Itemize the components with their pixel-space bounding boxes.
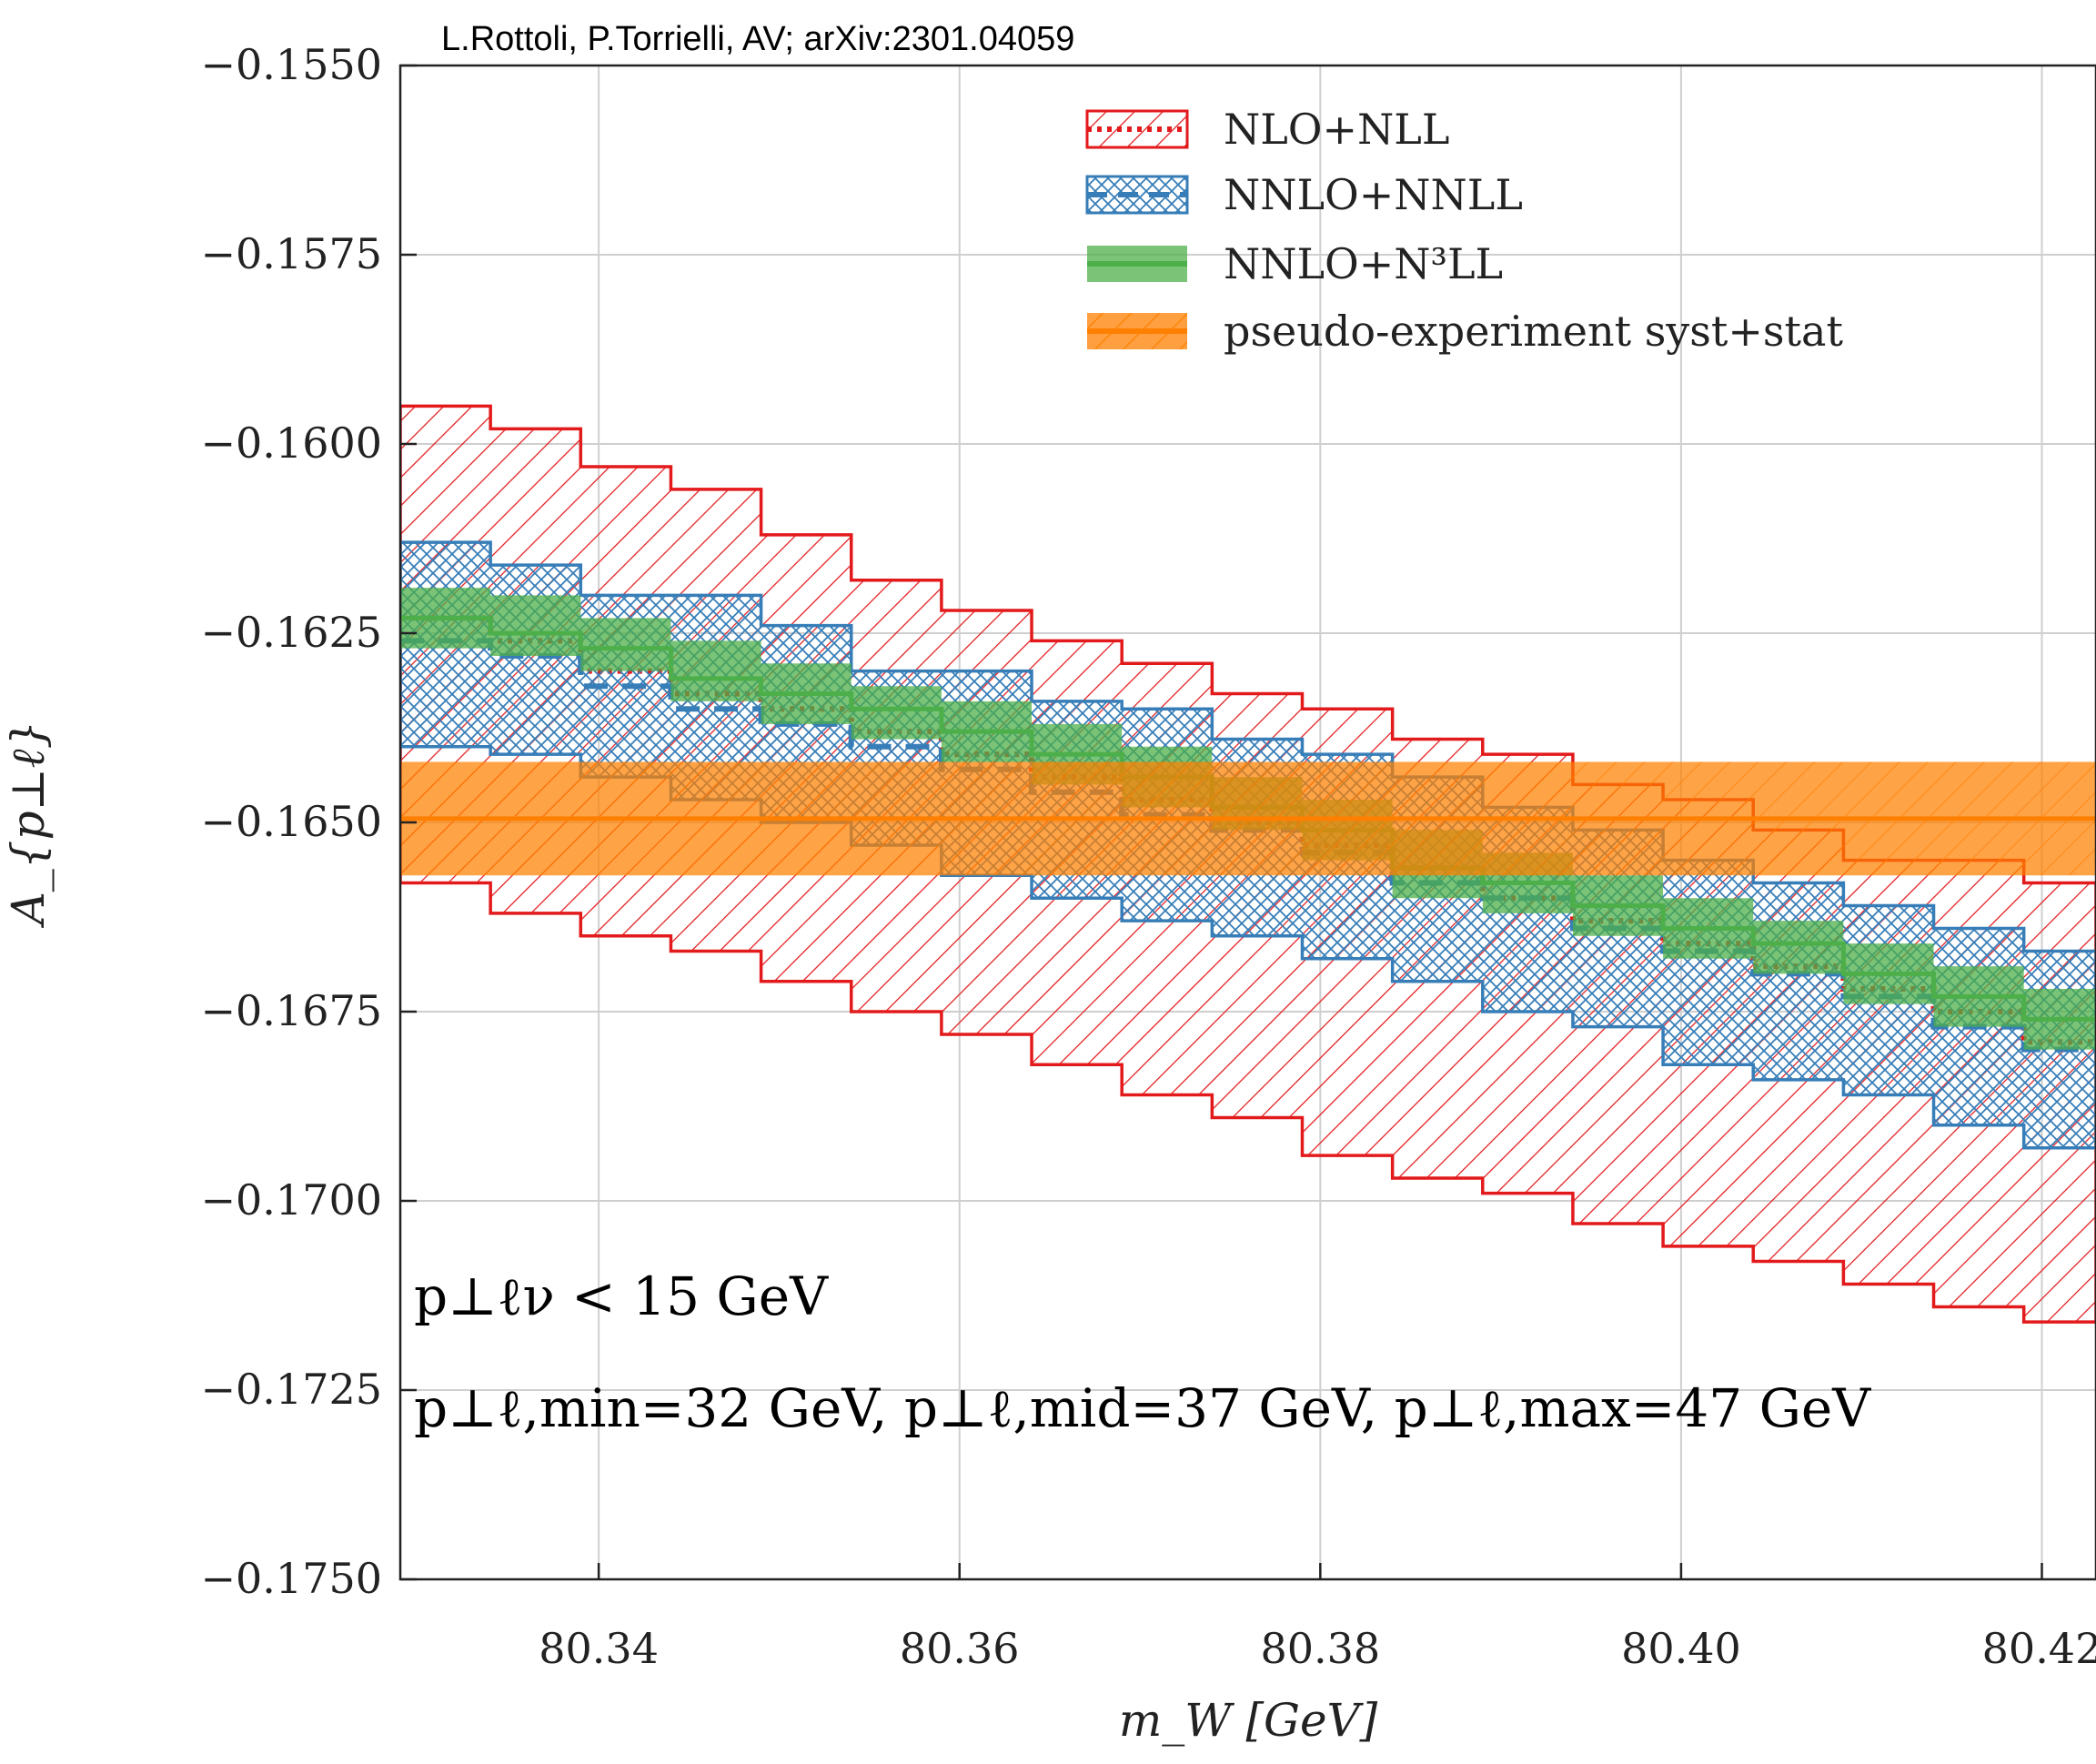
- annotation-cut: p⊥ℓν < 15 GeV: [414, 1265, 829, 1327]
- x-tick-label: 80.36: [900, 1624, 1020, 1673]
- y-tick-label: −0.1650: [201, 797, 383, 846]
- y-tick-label: −0.1575: [201, 229, 383, 278]
- y-tick-label: −0.1600: [201, 418, 383, 468]
- legend-label: NNLO+NNLL: [1224, 170, 1523, 219]
- y-tick-label: −0.1675: [201, 986, 383, 1035]
- y-tick-label: −0.1550: [201, 40, 383, 89]
- annotation-pt-values: p⊥ℓ,min=32 GeV, p⊥ℓ,mid=37 GeV, p⊥ℓ,max=…: [414, 1377, 1871, 1439]
- y-tick-label: −0.1700: [201, 1175, 383, 1225]
- legend-label: pseudo-experiment syst+stat: [1224, 307, 1843, 356]
- y-tick-label: −0.1725: [201, 1365, 383, 1414]
- x-tick-label: 80.42: [1982, 1624, 2096, 1673]
- x-axis-label: m_W [GeV]: [1119, 1694, 1378, 1747]
- legend-label: NLO+NLL: [1224, 105, 1449, 154]
- y-axis-label: A_{p⊥ℓ}: [2, 721, 55, 929]
- x-tick-label: 80.38: [1260, 1624, 1380, 1673]
- credit-text: L.Rottoli, P.Torrielli, AV; arXiv:2301.0…: [441, 20, 1074, 58]
- x-tick-label: 80.34: [539, 1624, 659, 1673]
- legend-label: NNLO+N³LL: [1224, 239, 1503, 288]
- y-tick-label: −0.1625: [201, 608, 383, 657]
- annotations: p⊥ℓν < 15 GeV p⊥ℓ,min=32 GeV, p⊥ℓ,mid=37 …: [414, 1265, 1871, 1439]
- axis-ticks: 80.34 80.36 80.38 80.40 80.42 −0.1550 −0.1575 −…: [201, 40, 2096, 1673]
- x-tick-label: 80.40: [1621, 1624, 1741, 1673]
- series-layer: [400, 404, 2096, 1324]
- y-tick-label: −0.1750: [201, 1554, 383, 1603]
- legend: NLO+NLL NNLO+NNLL NNLO+N³LL pseudo-experime…: [1085, 105, 1843, 356]
